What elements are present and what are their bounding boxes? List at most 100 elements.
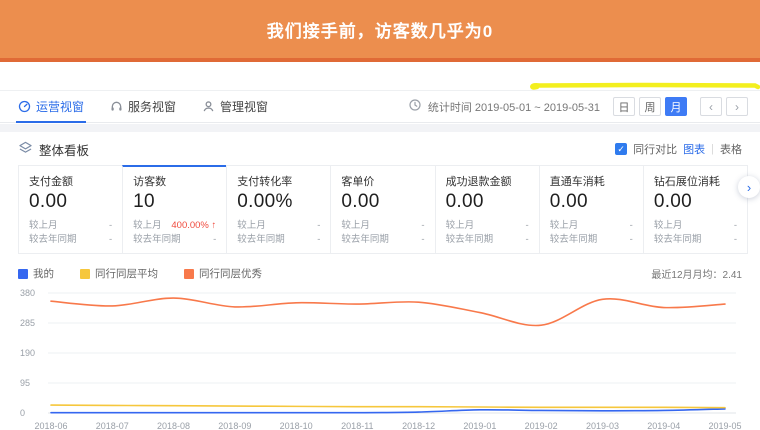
board-title-group: 整体看板 xyxy=(18,140,89,159)
person-icon xyxy=(202,100,215,113)
prev-period-button[interactable]: ‹ xyxy=(700,97,722,116)
trend-chart[interactable]: 0 95 190 285 380 2018-06 2018-07 2018-08 2018-09… xyxy=(18,283,742,430)
board-title: 整体看板 xyxy=(39,143,90,158)
layers-icon xyxy=(18,141,33,157)
card-title: 支付金额 xyxy=(29,176,73,188)
svg-text:2019-05: 2019-05 xyxy=(708,421,741,430)
mom-row: 较上月 - xyxy=(237,220,321,231)
chart-average-note: 最近12月月均：2.41 xyxy=(651,270,742,281)
legend-item-peer-excellent[interactable]: 同行同层优秀 xyxy=(184,266,262,281)
chart-header: 我的 同行同层平均 同行同层优秀 最近12月月均：2.41 xyxy=(18,266,742,281)
svg-text:2018-07: 2018-07 xyxy=(96,421,129,430)
card-value: 0.00 xyxy=(445,191,484,212)
svg-text:2019-03: 2019-03 xyxy=(586,421,619,430)
card-value: 0.00 xyxy=(29,191,68,212)
svg-text:0: 0 xyxy=(20,408,25,418)
yellow-highlight-stroke xyxy=(530,82,760,90)
view-tabs: 运营视窗 服务视窗 管理视窗 xyxy=(15,91,268,123)
yoy-row: 较去年同期 - xyxy=(341,234,425,245)
cards-next-button[interactable]: › xyxy=(738,176,760,198)
svg-text:285: 285 xyxy=(20,318,35,328)
mom-row: 较上月 - xyxy=(29,220,113,231)
mom-row: 较上月 - xyxy=(445,220,529,231)
svg-text:380: 380 xyxy=(20,288,35,298)
card-title: 支付转化率 xyxy=(237,176,293,188)
svg-text:95: 95 xyxy=(20,378,30,388)
card-value: 10 xyxy=(133,191,155,212)
card-refund-amount[interactable]: 成功退款金额 0.00 较上月 - 较去年同期 - xyxy=(434,165,539,253)
card-value: 0.00 xyxy=(341,191,380,212)
svg-text:2019-04: 2019-04 xyxy=(647,421,680,430)
view-as-table-link[interactable]: 表格 xyxy=(720,144,742,156)
yoy-row: 较去年同期 - xyxy=(653,234,737,245)
legend-label: 同行同层平均 xyxy=(95,268,158,280)
svg-text:2018-08: 2018-08 xyxy=(157,421,190,430)
card-diamond-spend[interactable]: 钻石展位消耗 0.00 较上月 - 较去年同期 - xyxy=(642,165,748,253)
overview-panel: 整体看板 ✓ 同行对比 图表 | 表格 支付金额 0.00 较上月 - 较去年同期… xyxy=(0,132,760,430)
headset-icon xyxy=(110,100,123,113)
period-month-button[interactable]: 月 xyxy=(665,97,687,116)
card-value: 0.00 xyxy=(549,191,588,212)
tab-label: 运营视窗 xyxy=(36,100,85,114)
mom-row: 较上月 - xyxy=(549,220,633,231)
period-switch: 日 周 月 xyxy=(613,97,687,116)
period-week-button[interactable]: 周 xyxy=(639,97,661,116)
card-value: 0.00 xyxy=(653,191,693,212)
svg-text:2018-12: 2018-12 xyxy=(402,421,435,430)
metric-cards-row: 支付金额 0.00 较上月 - 较去年同期 - 访客数 10 较上月 400.00% … xyxy=(18,165,748,254)
peer-compare-label: 同行对比 xyxy=(633,144,678,156)
card-title: 直通车消耗 xyxy=(549,176,605,188)
peer-compare-checkbox[interactable]: ✓ xyxy=(615,143,628,155)
card-title: 钻石展位消耗 xyxy=(653,176,720,188)
card-title: 成功退款金额 xyxy=(445,176,512,188)
view-as-chart-link[interactable]: 图表 xyxy=(683,144,706,156)
legend-swatch xyxy=(184,268,194,279)
card-conversion-rate[interactable]: 支付转化率 0.00% 较上月 - 较去年同期 - xyxy=(226,165,331,253)
board-controls: ✓ 同行对比 图表 | 表格 xyxy=(615,141,742,157)
yoy-row: 较去年同期 - xyxy=(237,234,321,245)
card-visitors[interactable]: 访客数 10 较上月 400.00% ↑ 较去年同期 - xyxy=(122,165,227,253)
card-title: 访客数 xyxy=(133,176,167,188)
legend-swatch xyxy=(80,268,90,279)
view-tabbar: 运营视窗 服务视窗 管理视窗 统计时间 2019-05-01 ~ 2019-05… xyxy=(0,90,760,123)
svg-text:2018-10: 2018-10 xyxy=(280,421,313,430)
legend-swatch xyxy=(18,268,28,279)
view-divider: | xyxy=(711,143,714,155)
promo-banner: 我们接手前，访客数几乎为0 xyxy=(0,0,760,62)
next-period-button[interactable]: › xyxy=(726,97,748,116)
tab-service-view[interactable]: 服务视窗 xyxy=(110,91,176,122)
legend-item-mine[interactable]: 我的 xyxy=(18,266,54,281)
svg-text:2019-01: 2019-01 xyxy=(463,421,496,430)
up-arrow-icon: ↑ xyxy=(211,220,217,231)
date-pager: ‹ › xyxy=(700,97,748,116)
svg-text:190: 190 xyxy=(20,348,35,358)
yoy-row: 较去年同期 - xyxy=(133,234,217,245)
svg-text:2018-06: 2018-06 xyxy=(34,421,67,430)
panel-divider xyxy=(0,124,760,132)
legend-label: 同行同层优秀 xyxy=(199,268,262,280)
card-ztc-spend[interactable]: 直通车消耗 0.00 较上月 - 较去年同期 - xyxy=(538,165,643,253)
banner-title: 我们接手前，访客数几乎为0 xyxy=(266,21,494,41)
clock-icon xyxy=(409,98,421,116)
svg-text:2018-11: 2018-11 xyxy=(341,421,373,430)
yoy-row: 较去年同期 - xyxy=(29,234,113,245)
period-day-button[interactable]: 日 xyxy=(613,97,635,116)
tab-label: 服务视窗 xyxy=(128,100,177,114)
card-title: 客单价 xyxy=(341,176,375,188)
chart-legend: 我的 同行同层平均 同行同层优秀 xyxy=(18,266,262,281)
card-value: 0.00% xyxy=(237,191,293,212)
mom-row: 较上月 400.00% ↑ xyxy=(133,220,217,231)
mom-row: 较上月 - xyxy=(653,220,737,231)
card-avg-order-value[interactable]: 客单价 0.00 较上月 - 较去年同期 - xyxy=(330,165,435,253)
date-toolbar: 统计时间 2019-05-01 ~ 2019-05-31 日 周 月 ‹ › xyxy=(409,91,748,122)
card-payment-amount[interactable]: 支付金额 0.00 较上月 - 较去年同期 - xyxy=(18,165,123,253)
gauge-icon xyxy=(18,100,31,113)
tab-management-view[interactable]: 管理视窗 xyxy=(202,91,268,122)
legend-item-peer-average[interactable]: 同行同层平均 xyxy=(80,266,158,281)
svg-text:2019-02: 2019-02 xyxy=(525,421,558,430)
stat-time-range: 统计时间 2019-05-01 ~ 2019-05-31 xyxy=(427,101,600,114)
tab-operation-view[interactable]: 运营视窗 xyxy=(15,91,87,123)
tab-label: 管理视窗 xyxy=(220,100,269,114)
legend-label: 我的 xyxy=(33,268,54,280)
svg-text:2018-09: 2018-09 xyxy=(218,421,251,430)
